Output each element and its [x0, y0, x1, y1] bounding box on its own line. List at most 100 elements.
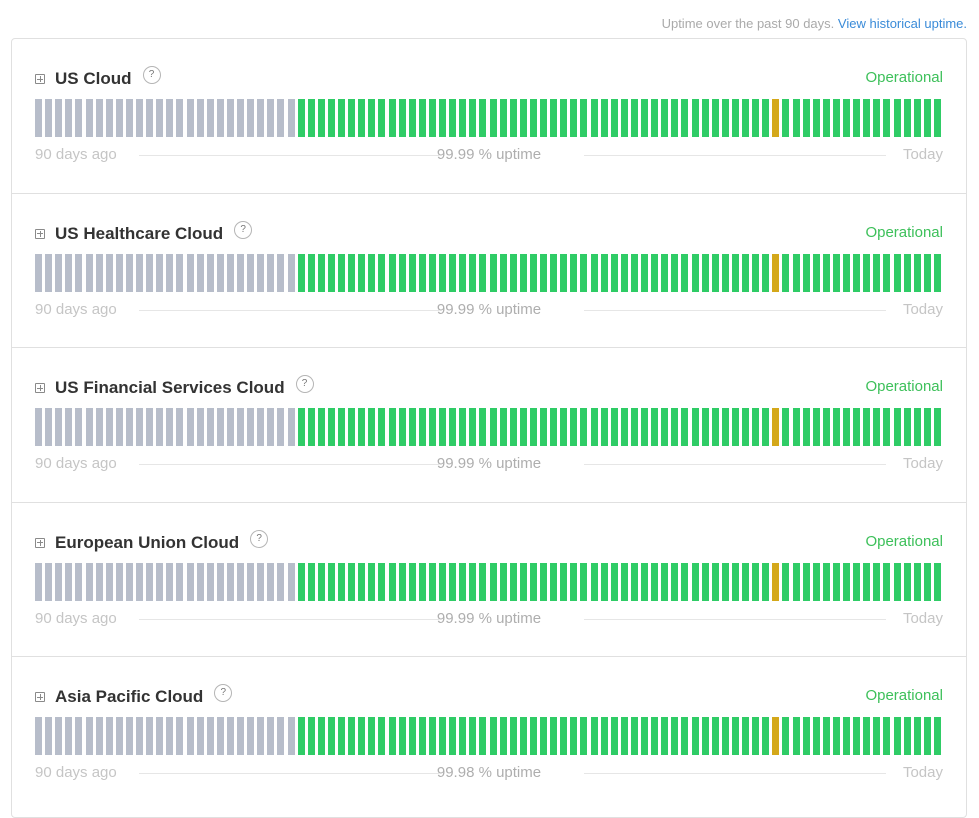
uptime-bar-no-data[interactable]: [55, 99, 63, 137]
uptime-bar-operational[interactable]: [307, 408, 315, 446]
uptime-bar-operational[interactable]: [499, 99, 507, 137]
uptime-bar-operational[interactable]: [338, 99, 345, 137]
uptime-bar-operational[interactable]: [853, 253, 861, 292]
uptime-bar-operational[interactable]: [620, 253, 628, 292]
uptime-bar-operational[interactable]: [873, 408, 881, 446]
uptime-bar-operational[interactable]: [863, 99, 871, 137]
uptime-bar-operational[interactable]: [509, 562, 517, 601]
uptime-bar-operational[interactable]: [681, 253, 689, 292]
uptime-bar-operational[interactable]: [469, 717, 477, 755]
uptime-bar-operational[interactable]: [459, 717, 467, 755]
uptime-bar-operational[interactable]: [903, 408, 911, 446]
help-icon[interactable]: ?: [250, 529, 269, 548]
uptime-bar-operational[interactable]: [913, 408, 921, 446]
uptime-bar-operational[interactable]: [540, 562, 547, 601]
uptime-bar-operational[interactable]: [580, 253, 588, 292]
uptime-bar-operational[interactable]: [580, 562, 588, 601]
uptime-bar-operational[interactable]: [418, 562, 426, 601]
uptime-bar-no-data[interactable]: [55, 717, 63, 755]
uptime-bar-operational[interactable]: [721, 408, 729, 446]
uptime-bar-operational[interactable]: [519, 408, 527, 446]
uptime-bar-operational[interactable]: [398, 99, 406, 137]
uptime-bar-operational[interactable]: [923, 717, 931, 755]
uptime-bar-operational[interactable]: [691, 562, 699, 601]
uptime-bar-no-data[interactable]: [95, 408, 103, 446]
uptime-bar-operational[interactable]: [742, 253, 749, 292]
uptime-bar-operational[interactable]: [913, 99, 921, 137]
uptime-bar-no-data[interactable]: [95, 562, 103, 601]
uptime-bar-no-data[interactable]: [45, 253, 53, 292]
uptime-bar-operational[interactable]: [348, 717, 356, 755]
uptime-bar-operational[interactable]: [620, 408, 628, 446]
uptime-bar-operational[interactable]: [479, 562, 487, 601]
uptime-bar-no-data[interactable]: [176, 99, 184, 137]
uptime-bar-operational[interactable]: [933, 253, 941, 292]
uptime-bar-operational[interactable]: [408, 562, 416, 601]
uptime-bar-no-data[interactable]: [196, 253, 204, 292]
uptime-bar-operational[interactable]: [863, 253, 871, 292]
uptime-bar-no-data[interactable]: [226, 99, 234, 137]
uptime-bar-no-data[interactable]: [287, 717, 295, 755]
uptime-bar-no-data[interactable]: [75, 253, 83, 292]
uptime-bar-operational[interactable]: [540, 99, 547, 137]
uptime-bar-operational[interactable]: [893, 408, 901, 446]
uptime-bar-no-data[interactable]: [85, 717, 93, 755]
uptime-bar-operational[interactable]: [661, 408, 669, 446]
uptime-bar-no-data[interactable]: [115, 717, 123, 755]
uptime-bar-operational[interactable]: [903, 562, 911, 601]
uptime-bar-operational[interactable]: [338, 408, 345, 446]
uptime-bar-operational[interactable]: [408, 717, 416, 755]
uptime-bar-operational[interactable]: [469, 99, 477, 137]
uptime-bar-no-data[interactable]: [35, 408, 42, 446]
uptime-bar-no-data[interactable]: [65, 562, 73, 601]
uptime-bar-operational[interactable]: [681, 562, 689, 601]
uptime-bar-operational[interactable]: [913, 253, 921, 292]
uptime-bar-operational[interactable]: [792, 408, 800, 446]
uptime-bar-operational[interactable]: [469, 253, 477, 292]
uptime-bar-operational[interactable]: [449, 717, 457, 755]
uptime-bar-operational[interactable]: [600, 99, 608, 137]
uptime-bar-operational[interactable]: [661, 717, 669, 755]
uptime-bar-operational[interactable]: [762, 717, 770, 755]
uptime-bar-operational[interactable]: [439, 717, 446, 755]
uptime-bar-operational[interactable]: [853, 562, 861, 601]
uptime-bar-operational[interactable]: [398, 717, 406, 755]
uptime-bar-operational[interactable]: [822, 253, 830, 292]
uptime-bar-no-data[interactable]: [216, 717, 224, 755]
uptime-bar-operational[interactable]: [338, 562, 345, 601]
uptime-bar-operational[interactable]: [843, 717, 850, 755]
uptime-bar-operational[interactable]: [812, 562, 820, 601]
uptime-bar-operational[interactable]: [691, 408, 699, 446]
uptime-bar-operational[interactable]: [721, 99, 729, 137]
uptime-bar-no-data[interactable]: [166, 717, 174, 755]
uptime-bar-operational[interactable]: [449, 99, 457, 137]
uptime-bar-operational[interactable]: [742, 99, 749, 137]
uptime-bar-operational[interactable]: [479, 408, 487, 446]
uptime-bar-operational[interactable]: [297, 562, 305, 601]
uptime-bar-no-data[interactable]: [95, 99, 103, 137]
uptime-bar-operational[interactable]: [327, 253, 335, 292]
uptime-bar-operational[interactable]: [630, 717, 638, 755]
uptime-bar-no-data[interactable]: [247, 253, 255, 292]
uptime-bar-operational[interactable]: [620, 562, 628, 601]
uptime-bar-operational[interactable]: [368, 253, 376, 292]
uptime-bar-operational[interactable]: [297, 408, 305, 446]
uptime-bar-operational[interactable]: [681, 717, 689, 755]
uptime-bar-operational[interactable]: [863, 717, 871, 755]
uptime-bar-no-data[interactable]: [75, 717, 83, 755]
uptime-bar-no-data[interactable]: [136, 562, 143, 601]
uptime-bar-no-data[interactable]: [206, 717, 214, 755]
uptime-bar-operational[interactable]: [408, 408, 416, 446]
uptime-bar-operational[interactable]: [469, 562, 477, 601]
uptime-bar-operational[interactable]: [297, 99, 305, 137]
uptime-bar-operational[interactable]: [398, 253, 406, 292]
uptime-bar-operational[interactable]: [933, 562, 941, 601]
uptime-bar-operational[interactable]: [691, 253, 699, 292]
expand-icon[interactable]: [35, 228, 45, 239]
uptime-bar-no-data[interactable]: [166, 562, 174, 601]
uptime-bar-no-data[interactable]: [287, 562, 295, 601]
uptime-bar-operational[interactable]: [610, 99, 618, 137]
uptime-bar-operational[interactable]: [893, 717, 901, 755]
uptime-bar-operational[interactable]: [671, 99, 679, 137]
uptime-bar-no-data[interactable]: [186, 717, 194, 755]
